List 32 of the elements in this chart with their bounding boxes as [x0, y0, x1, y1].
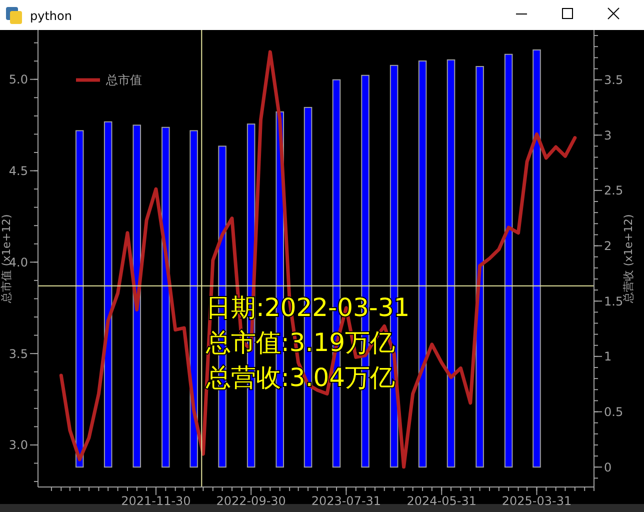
- bar: [75, 130, 84, 468]
- y2-tick-label: 3.5: [604, 72, 624, 87]
- bar: [104, 121, 112, 468]
- y2-tick-label: 3: [604, 128, 612, 142]
- x-tick-label: 2021-11-30: [121, 494, 191, 508]
- x-tick-label: 2023-07-31: [311, 494, 382, 508]
- chart-title: python: [30, 9, 72, 23]
- y2-axis-title: 总营收 (x1e+12): [622, 214, 635, 304]
- line-series: [59, 50, 577, 469]
- y-tick-label: 4.5: [8, 164, 28, 178]
- legend-label: 总市值: [105, 73, 142, 88]
- y2-tick-label: 1: [604, 350, 612, 364]
- y-tick-label: 4.0: [8, 255, 28, 270]
- bar: [162, 126, 170, 468]
- bar: [190, 130, 198, 468]
- y2-tick-label: 0: [604, 460, 612, 474]
- y2-tick-label: 2: [604, 238, 612, 253]
- bar: [504, 54, 513, 468]
- y-tick-label: 5.0: [8, 72, 28, 87]
- y-tick-label: 3.0: [8, 438, 28, 452]
- bar: [132, 124, 142, 468]
- y2-tick-label: 0.5: [604, 404, 624, 419]
- x-tick-label: 2024-05-31: [406, 494, 476, 508]
- bar: [476, 66, 484, 468]
- bar: [418, 60, 427, 468]
- x-tick-label: 2022-09-30: [216, 494, 286, 508]
- bar: [446, 59, 456, 468]
- y2-tick-label: 2.5: [604, 184, 624, 198]
- x-tick-label: 2025-03-31: [502, 494, 572, 508]
- y-tick-label: 3.5: [8, 346, 28, 361]
- y2-tick-label: 1.5: [604, 294, 624, 308]
- bar: [532, 49, 541, 468]
